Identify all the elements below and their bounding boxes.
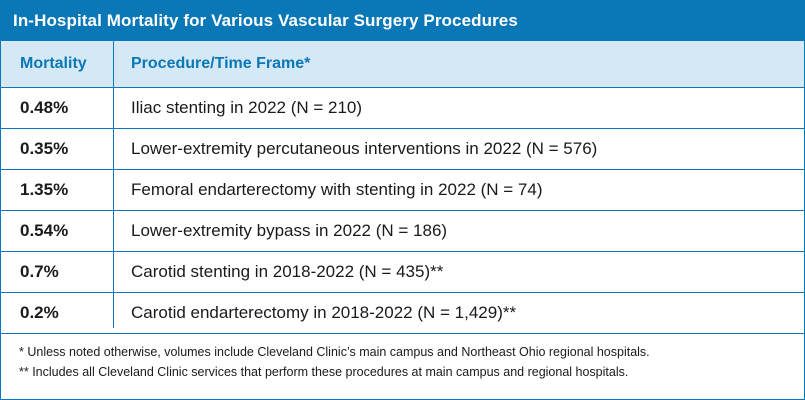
mortality-value: 0.48% (20, 98, 69, 117)
mortality-value: 0.35% (20, 139, 69, 158)
header-procedure: Procedure/Time Frame* (131, 55, 311, 72)
procedure-text: Iliac stenting in 2022 (N = 210) (131, 98, 363, 117)
procedure-text: Carotid stenting in 2018-2022 (N = 435)*… (131, 262, 444, 281)
footnote: ** Includes all Cleveland Clinic service… (19, 365, 629, 379)
procedure-text: Femoral endarterectomy with stenting in … (131, 180, 543, 199)
mortality-value: 0.2% (20, 303, 59, 322)
footnotes: * Unless noted otherwise, volumes includ… (1, 334, 804, 382)
table-row: 0.48% Iliac stenting in 2022 (N = 210) (1, 88, 804, 129)
mortality-value: 1.35% (20, 180, 69, 199)
table-row: 0.7% Carotid stenting in 2018-2022 (N = … (1, 252, 804, 293)
header-mortality: Mortality (20, 55, 87, 72)
table-header-row: Mortality Procedure/Time Frame* (1, 41, 804, 88)
mortality-value: 0.7% (20, 262, 59, 281)
table-row: 0.54% Lower-extremity bypass in 2022 (N … (1, 211, 804, 252)
mortality-table: Mortality Procedure/Time Frame* 0.48% Il… (1, 41, 804, 334)
mortality-value: 0.54% (20, 221, 69, 240)
table-row: 0.2% Carotid endarterectomy in 2018-2022… (1, 293, 804, 334)
table-title: In-Hospital Mortality for Various Vascul… (1, 1, 804, 41)
procedure-text: Lower-extremity percutaneous interventio… (131, 139, 598, 158)
procedure-text: Lower-extremity bypass in 2022 (N = 186) (131, 221, 448, 240)
table-row: 1.35% Femoral endarterectomy with stenti… (1, 170, 804, 211)
procedure-text: Carotid endarterectomy in 2018-2022 (N =… (131, 303, 517, 322)
footnote: * Unless noted otherwise, volumes includ… (19, 345, 650, 359)
column-divider (113, 41, 114, 328)
table-row: 0.35% Lower-extremity percutaneous inter… (1, 129, 804, 170)
